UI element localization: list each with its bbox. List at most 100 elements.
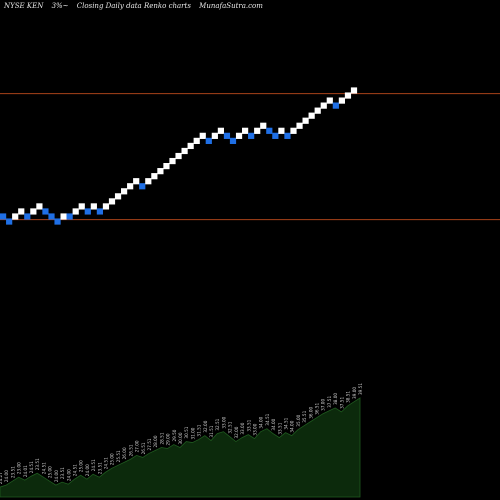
down-brick — [54, 218, 61, 225]
price-label: 33.51 — [246, 419, 251, 431]
bricks-group — [0, 87, 358, 225]
up-brick — [338, 97, 345, 104]
up-brick — [217, 127, 224, 134]
price-label: 23.00 — [17, 462, 22, 474]
down-brick — [284, 132, 291, 139]
down-brick — [6, 218, 13, 225]
up-brick — [133, 178, 140, 185]
price-label: 33.00 — [221, 416, 226, 428]
up-brick — [145, 178, 152, 185]
price-label: 36.00 — [308, 406, 313, 418]
up-brick — [211, 132, 218, 139]
price-label: 24.51 — [41, 462, 46, 474]
down-brick — [66, 213, 73, 220]
ticker-label: NYSE KEN — [4, 2, 44, 10]
up-brick — [242, 127, 249, 134]
down-brick — [272, 132, 279, 139]
price-label: 34.51 — [265, 413, 270, 425]
up-brick — [199, 132, 206, 139]
price-label: 23.51 — [60, 467, 65, 479]
price-label: 24.00 — [4, 470, 9, 482]
volume-area-group — [0, 397, 361, 498]
up-brick — [157, 168, 164, 175]
price-label: 24.00 — [66, 469, 71, 481]
price-label: 29.00 — [166, 433, 171, 445]
price-label: 24.01 — [23, 465, 28, 477]
price-label: 28.51 — [159, 432, 164, 444]
up-brick — [296, 122, 303, 129]
price-label: 25.51 — [116, 450, 121, 462]
down-brick — [248, 132, 255, 139]
up-brick — [308, 112, 315, 119]
up-brick — [78, 203, 85, 210]
down-brick — [24, 213, 31, 220]
price-label: 37.00 — [321, 399, 326, 411]
price-label: 35.51 — [302, 410, 307, 422]
up-brick — [127, 183, 134, 190]
up-brick — [278, 127, 285, 134]
price-label: 35.00 — [296, 414, 301, 426]
price-label: 34.51 — [284, 417, 289, 429]
up-brick — [121, 188, 128, 195]
down-brick — [139, 183, 146, 190]
up-brick — [181, 147, 188, 155]
up-brick — [60, 213, 67, 220]
price-label: 25.00 — [110, 453, 115, 465]
price-label: 33.00 — [252, 423, 257, 435]
up-brick — [30, 208, 37, 215]
down-brick — [205, 137, 212, 144]
price-label: 23.51 — [97, 462, 102, 474]
up-brick — [36, 203, 43, 210]
up-brick — [72, 208, 79, 215]
price-label: 31.51 — [209, 425, 214, 437]
reference-lines-group — [0, 93, 500, 221]
price-label: 38.51 — [346, 391, 351, 403]
up-brick — [350, 87, 358, 94]
up-brick — [326, 97, 333, 104]
price-label: 23.51 — [10, 466, 15, 478]
price-label: 29.50 — [172, 429, 177, 441]
price-label: 32.51 — [215, 418, 220, 430]
up-brick — [193, 137, 200, 144]
up-brick — [102, 203, 110, 210]
price-label: 34.00 — [271, 418, 276, 430]
down-brick — [0, 213, 7, 220]
up-brick — [344, 92, 352, 99]
price-label: 24.51 — [72, 464, 77, 476]
down-brick — [96, 208, 103, 215]
price-label: 28.00 — [153, 435, 158, 447]
up-brick — [108, 198, 116, 205]
up-brick — [114, 193, 122, 200]
up-brick — [175, 152, 182, 160]
price-label: 24.00 — [54, 470, 59, 482]
price-label: 33.00 — [240, 422, 245, 434]
up-brick — [12, 213, 19, 220]
price-label: 37.51 — [327, 396, 332, 408]
price-labels-group: 24.27 24.00 23.51 23.00 24.01 24.51 23.51 24.51… — [0, 383, 363, 484]
down-brick — [84, 208, 91, 215]
down-brick — [266, 127, 273, 134]
price-label: 34.00 — [259, 416, 264, 428]
price-label: 36.51 — [315, 402, 320, 414]
price-label: 38.00 — [333, 393, 338, 405]
price-label: 27.00 — [135, 440, 140, 452]
down-brick — [229, 137, 237, 144]
price-label: 24.00 — [85, 464, 90, 476]
price-label: 31.51 — [197, 424, 202, 436]
up-brick — [260, 122, 267, 129]
price-label: 30.51 — [184, 426, 189, 438]
change-label: 3%~ — [51, 2, 69, 10]
down-brick — [42, 208, 49, 215]
price-label: 27.51 — [147, 438, 152, 450]
price-label: 39.00 — [352, 387, 357, 399]
price-label: 26.00 — [122, 447, 127, 459]
up-brick — [187, 142, 194, 150]
price-label: 26.51 — [141, 442, 146, 454]
price-label: 33.51 — [277, 422, 282, 434]
price-label: 24.27 — [0, 472, 3, 484]
price-label: 24.51 — [29, 461, 34, 473]
price-label: 32.00 — [234, 426, 239, 438]
price-label: 32.51 — [228, 421, 233, 433]
up-brick — [235, 132, 243, 139]
